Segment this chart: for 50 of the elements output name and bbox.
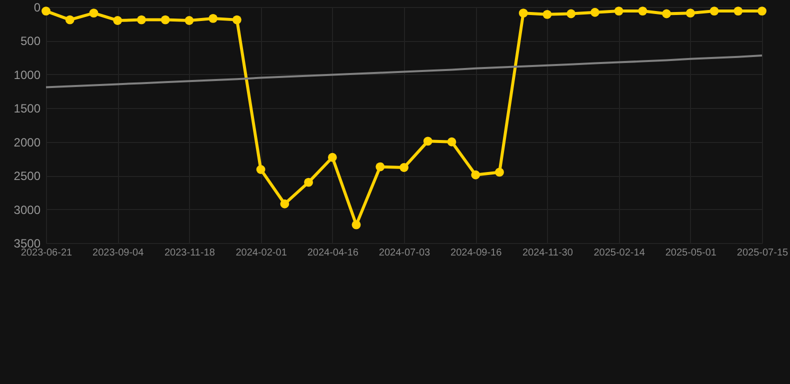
line-series — [45, 54, 763, 88]
point — [662, 9, 672, 18]
x-tick-label: 2025-07-15 — [736, 248, 789, 258]
y-tick-label: 2500 — [14, 169, 41, 184]
point — [376, 162, 385, 172]
x-tick-label: 2025-05-01 — [665, 248, 717, 258]
point — [328, 152, 337, 162]
y-tick-label: 500 — [20, 34, 41, 48]
point — [232, 15, 242, 24]
point — [113, 16, 122, 25]
y-tick-label: 2000 — [14, 135, 41, 150]
point — [566, 9, 576, 18]
point — [160, 15, 170, 24]
point — [280, 199, 290, 208]
point — [42, 6, 50, 16]
point — [518, 8, 528, 18]
point — [352, 220, 361, 230]
x-tick-label: 2025-02-14 — [594, 248, 646, 258]
point — [590, 8, 600, 17]
point — [614, 6, 624, 16]
point — [400, 163, 408, 172]
point — [65, 15, 74, 24]
point — [447, 137, 456, 146]
point — [256, 165, 266, 174]
x-tick-label: 2024-09-16 — [450, 248, 502, 258]
x-tick-label: 2023-06-21 — [20, 248, 73, 258]
point — [184, 16, 194, 25]
point — [638, 6, 648, 16]
y-tick-label: 3000 — [14, 202, 41, 217]
point — [734, 6, 743, 16]
point — [208, 14, 218, 23]
point — [304, 178, 314, 187]
point — [542, 10, 552, 19]
point — [471, 170, 480, 180]
x-tick-label: 2023-09-04 — [92, 248, 144, 258]
y-tick-label: 0 — [34, 0, 41, 14]
x-tick-label: 2024-07-03 — [378, 248, 431, 258]
x-tick-label: 2023-11-18 — [164, 248, 216, 258]
x-tick-label: 2024-11-30 — [522, 248, 574, 258]
point — [89, 8, 98, 18]
point — [494, 168, 504, 177]
x-tick-label: 2024-04-16 — [307, 248, 359, 258]
point — [686, 8, 695, 18]
y-tick-label: 1500 — [14, 102, 41, 116]
point — [710, 6, 719, 16]
y-tick-label: 1000 — [14, 68, 41, 82]
point — [136, 15, 146, 24]
x-tick-label: 2024-02-01 — [236, 248, 288, 258]
point — [758, 6, 766, 16]
point — [423, 136, 432, 146]
